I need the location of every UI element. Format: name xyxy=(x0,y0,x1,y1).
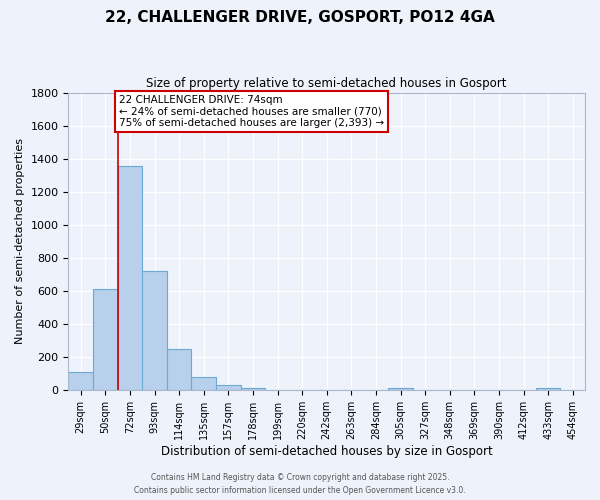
Bar xyxy=(93,290,118,390)
Bar xyxy=(118,166,142,390)
X-axis label: Distribution of semi-detached houses by size in Gosport: Distribution of semi-detached houses by … xyxy=(161,444,493,458)
Bar xyxy=(241,388,265,390)
Text: Contains HM Land Registry data © Crown copyright and database right 2025.
Contai: Contains HM Land Registry data © Crown c… xyxy=(134,474,466,495)
Bar xyxy=(536,388,560,390)
Bar xyxy=(167,348,191,390)
Bar xyxy=(216,385,241,390)
Bar xyxy=(68,372,93,390)
Text: 22, CHALLENGER DRIVE, GOSPORT, PO12 4GA: 22, CHALLENGER DRIVE, GOSPORT, PO12 4GA xyxy=(105,10,495,25)
Bar xyxy=(191,376,216,390)
Bar xyxy=(142,271,167,390)
Title: Size of property relative to semi-detached houses in Gosport: Size of property relative to semi-detach… xyxy=(146,78,507,90)
Bar xyxy=(388,388,413,390)
Y-axis label: Number of semi-detached properties: Number of semi-detached properties xyxy=(15,138,25,344)
Text: 22 CHALLENGER DRIVE: 74sqm
← 24% of semi-detached houses are smaller (770)
75% o: 22 CHALLENGER DRIVE: 74sqm ← 24% of semi… xyxy=(119,94,384,128)
